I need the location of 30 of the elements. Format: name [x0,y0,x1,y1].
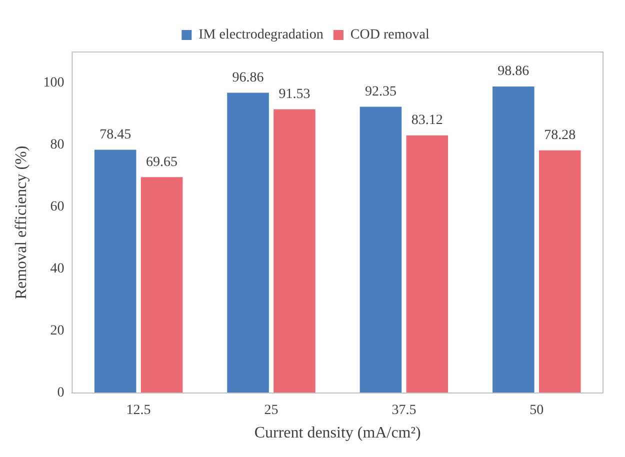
bar [360,106,402,393]
y-tick-label: 0 [57,386,64,401]
x-tick-label: 50 [530,403,544,418]
y-tick-label: 100 [43,76,64,91]
x-tick-label: 37.5 [392,403,416,418]
bar [492,86,534,393]
data-label: 91.53 [278,86,310,102]
y-tick-label: 40 [50,262,64,277]
y-tick-label: 60 [50,200,64,215]
data-label: 78.28 [544,128,576,144]
bar [140,177,183,393]
data-label: 83.12 [411,113,443,128]
legend-label: IM electrodegradation [198,28,324,43]
bar [227,92,269,393]
bar [94,150,136,393]
y-tick-label: 20 [50,324,64,339]
bar [406,135,448,393]
data-label: 98.86 [498,64,530,80]
bar [274,109,316,393]
y-tick-label: 80 [50,138,64,153]
data-label: 78.45 [100,127,132,142]
data-label: 96.86 [232,70,264,86]
data-label: 69.65 [146,154,178,170]
data-label: 92.35 [364,84,396,100]
y-axis-title: Removal efficiency (%) [12,146,30,300]
x-tick-label: 25 [264,403,278,418]
x-axis-title: Current density (mA/cm²) [254,424,421,442]
x-tick-label: 12.5 [126,403,151,418]
legend-label: COD removal [350,28,430,43]
bar [538,150,581,393]
